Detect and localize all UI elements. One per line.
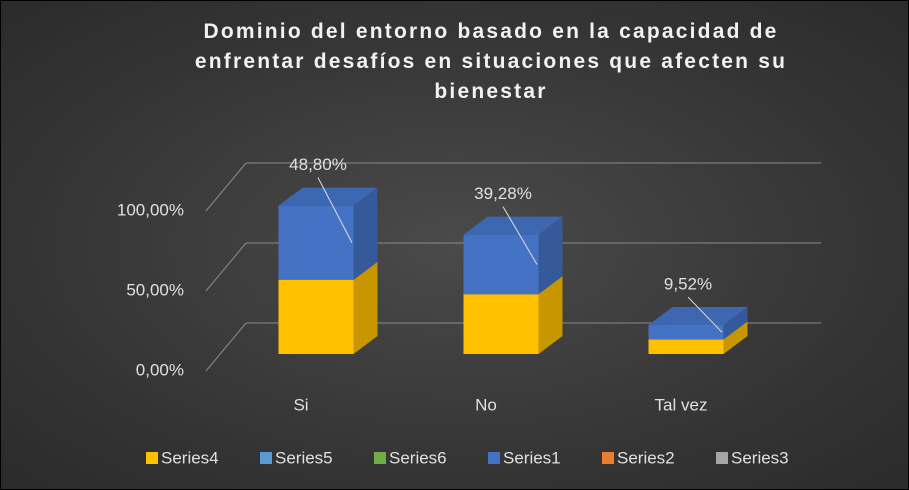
- x-tick-label: No: [475, 395, 497, 414]
- bar-side: [353, 187, 378, 280]
- legend-swatch: [488, 452, 500, 464]
- legend-swatch: [716, 452, 728, 464]
- legend-label: Series2: [617, 448, 675, 467]
- grid-line: [205, 162, 247, 212]
- legend-label: Series5: [275, 448, 333, 467]
- bar-side: [538, 276, 563, 354]
- bar-front: [278, 279, 354, 354]
- bar-top: [648, 307, 748, 326]
- legend-swatch: [146, 452, 158, 464]
- data-label: 48,80%: [289, 155, 347, 174]
- legend-label: Series4: [161, 448, 219, 467]
- y-tick-label: 50,00%: [126, 280, 184, 299]
- grid-line: [205, 242, 247, 292]
- bar-top: [463, 216, 563, 235]
- leader-line: [317, 177, 353, 243]
- legend-label: Series3: [731, 448, 789, 467]
- leader-line: [502, 206, 538, 265]
- bar-side: [723, 321, 748, 354]
- legend-swatch: [374, 452, 386, 464]
- y-tick-label: 0,00%: [136, 360, 184, 379]
- bar-front: [648, 339, 724, 354]
- data-label: 9,52%: [664, 275, 712, 294]
- grid-line: [205, 322, 247, 372]
- legend-swatch: [602, 452, 614, 464]
- data-label: 39,28%: [474, 184, 532, 203]
- bar-front: [463, 234, 539, 295]
- bar-side: [353, 261, 378, 354]
- bar-front: [463, 294, 539, 354]
- legend-label: Series6: [389, 448, 447, 467]
- bar-side: [538, 216, 563, 295]
- y-tick-label: 100,00%: [117, 200, 184, 219]
- legend-label: Series1: [503, 448, 561, 467]
- x-tick-label: Tal vez: [655, 395, 708, 414]
- bar-front: [278, 205, 354, 280]
- leader-line: [687, 296, 723, 333]
- legend-swatch: [260, 452, 272, 464]
- bar-side: [723, 307, 748, 340]
- bar-front: [648, 325, 724, 340]
- chart-title: Dominio del entorno basado en la capacid…: [194, 20, 788, 103]
- x-tick-label: Si: [293, 395, 308, 414]
